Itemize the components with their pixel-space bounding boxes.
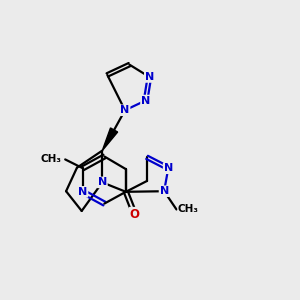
Text: O: O xyxy=(130,208,140,221)
Text: N: N xyxy=(78,187,88,197)
Text: N: N xyxy=(120,105,130,115)
Text: CH₃: CH₃ xyxy=(41,154,62,164)
Text: CH₃: CH₃ xyxy=(178,205,199,214)
Text: N: N xyxy=(141,95,150,106)
Text: N: N xyxy=(98,177,107,188)
Text: N: N xyxy=(164,163,173,173)
Text: N: N xyxy=(160,186,169,196)
Text: N: N xyxy=(145,72,154,82)
Polygon shape xyxy=(102,128,118,151)
